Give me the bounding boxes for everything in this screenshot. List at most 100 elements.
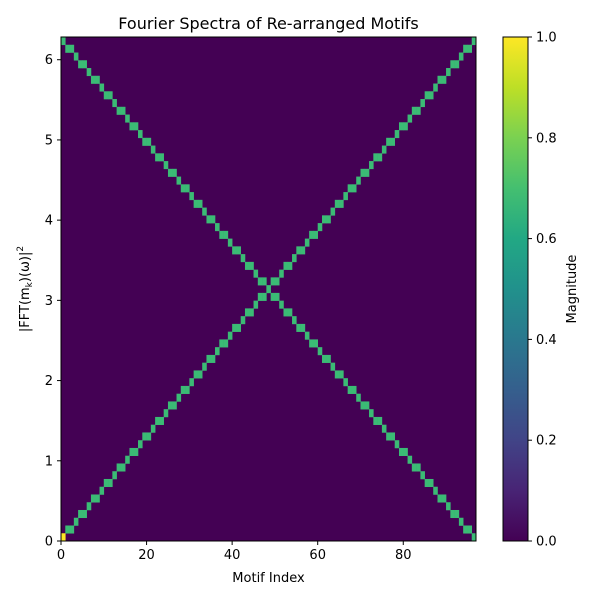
- y-tick-label: 2: [45, 374, 53, 389]
- plot-frame: [60, 36, 477, 542]
- heatmap-cell: [428, 478, 434, 488]
- heatmap-cell: [146, 432, 152, 441]
- colorbar-tick-label: 1.0: [536, 31, 557, 46]
- heatmap-cell: [321, 215, 327, 224]
- heatmap-cell: [125, 114, 130, 123]
- heatmap-cell: [330, 362, 336, 371]
- heatmap-cell: [262, 292, 267, 301]
- heatmap-cell: [364, 168, 370, 177]
- heatmap-cell: [351, 184, 357, 193]
- heatmap-cell: [330, 207, 336, 216]
- heatmap-cell: [347, 184, 353, 193]
- heatmap-cell: [407, 455, 413, 464]
- heatmap-cell: [364, 401, 370, 410]
- heatmap-cell: [73, 52, 79, 61]
- heatmap-cell: [450, 509, 455, 519]
- heatmap-cell: [138, 440, 143, 449]
- heatmap-cell: [159, 416, 164, 425]
- heatmap-cell: [116, 106, 122, 115]
- heatmap-cell: [390, 432, 396, 441]
- heatmap-cell: [146, 137, 152, 146]
- y-tick-label: 1: [45, 454, 53, 469]
- heatmap-cell: [82, 509, 87, 519]
- heatmap-cell: [219, 230, 224, 239]
- heatmap-cell: [223, 230, 229, 239]
- heatmap-cell: [197, 199, 203, 208]
- heatmap-cell: [347, 385, 353, 394]
- y-tick-label: 5: [45, 133, 53, 148]
- heatmap-cell: [180, 385, 186, 394]
- heatmap-cell: [274, 292, 280, 301]
- heatmap-cell: [326, 215, 331, 224]
- colorbar-axis: 0.0 0.2 0.4 0.6 0.8 1.0: [528, 31, 557, 550]
- heatmap-cell: [176, 176, 182, 185]
- heatmap-cell: [287, 261, 293, 270]
- y-tick-label: 0: [45, 535, 53, 550]
- x-axis: 0 20 40 60 80: [57, 541, 412, 563]
- y-tick-label: 6: [45, 53, 53, 68]
- heatmap-cell: [296, 323, 301, 332]
- heatmap-cell: [428, 91, 434, 100]
- heatmap-cell: [240, 316, 246, 325]
- heatmap-cell: [411, 463, 417, 472]
- heatmap-cell: [150, 424, 156, 433]
- heatmap-cell: [394, 440, 400, 449]
- heatmap-cell: [129, 447, 135, 456]
- heatmap-cell: [249, 308, 254, 317]
- heatmap-cell: [458, 517, 464, 526]
- heatmap-cell: [369, 409, 374, 418]
- heatmap-cell: [351, 385, 357, 394]
- heatmap-cell: [287, 308, 293, 317]
- heatmap-cell: [206, 215, 212, 224]
- heatmap-cell: [86, 502, 92, 511]
- heatmap-cell: [150, 145, 156, 154]
- heatmap-cell: [454, 509, 460, 519]
- y-tick-label: 4: [45, 214, 53, 229]
- heatmap-cell: [206, 354, 212, 363]
- heatmap-cell: [356, 393, 361, 402]
- heatmap-cell: [138, 130, 143, 139]
- heatmap-cell: [309, 230, 314, 239]
- heatmap-cell: [61, 37, 66, 46]
- y-axis: 0 1 2 3 4 5 6: [45, 53, 61, 550]
- heatmap-cell: [133, 447, 139, 456]
- heatmap-cell: [193, 370, 199, 379]
- heatmap-cell: [163, 409, 169, 418]
- heatmap-cell: [343, 192, 348, 201]
- heatmap-cell: [172, 401, 177, 410]
- heatmap-cell: [274, 277, 280, 286]
- heatmap-cell: [437, 75, 443, 84]
- heatmap-cell: [155, 153, 160, 162]
- heatmap-cell: [69, 44, 75, 53]
- heatmap-cell: [441, 75, 447, 84]
- heatmap-cell: [334, 199, 340, 208]
- heatmap-cell: [463, 44, 468, 53]
- heatmap-cell: [193, 199, 199, 208]
- heatmap-cell: [369, 161, 374, 170]
- heatmap-cell: [185, 184, 190, 193]
- heatmap-cell: [78, 60, 83, 69]
- heatmap-cell: [172, 168, 177, 177]
- heatmap-cell: [82, 60, 87, 69]
- heatmap-cell: [253, 300, 259, 309]
- heatmap-cell: [321, 354, 327, 363]
- heatmap-cell: [313, 230, 318, 239]
- heatmap-cell: [219, 339, 224, 348]
- x-axis-label: Motif Index: [232, 571, 305, 586]
- heatmap-cell: [215, 223, 220, 232]
- heatmap-cell: [416, 463, 421, 472]
- heatmap-cell: [283, 261, 289, 270]
- heatmap-cell: [300, 246, 306, 255]
- heatmap-cell: [112, 471, 117, 480]
- heatmap-cell: [236, 323, 241, 332]
- heatmap-cell: [210, 215, 216, 224]
- heatmap-cell: [394, 130, 400, 139]
- heatmap-cell: [90, 75, 96, 84]
- heatmap-cell: [86, 68, 92, 77]
- heatmap-cell: [215, 347, 220, 356]
- heatmap-cell: [356, 176, 361, 185]
- heatmap-cell: [326, 354, 331, 363]
- y-tick-label: 3: [45, 294, 53, 309]
- heatmap-cell: [133, 122, 139, 131]
- heatmap-cell: [450, 60, 455, 69]
